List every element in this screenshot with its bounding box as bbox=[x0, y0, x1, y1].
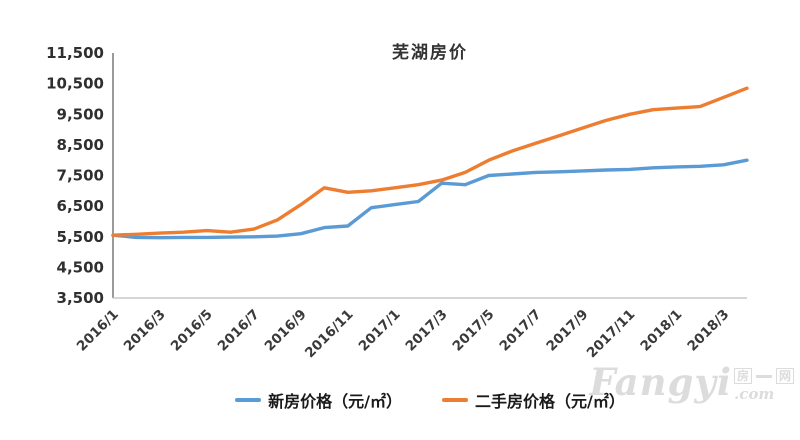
y-tick-label: 3,500 bbox=[57, 289, 104, 307]
x-tick-label: 2016/3 bbox=[121, 307, 169, 355]
y-tick-label: 9,500 bbox=[57, 105, 104, 123]
watermark-char-fang: 房 bbox=[733, 368, 752, 384]
watermark-com-text: .com bbox=[733, 385, 775, 403]
watermark-char-wang: 网 bbox=[775, 368, 794, 384]
y-tick-label: 7,500 bbox=[57, 167, 104, 185]
watermark-stack: 房 网 .com bbox=[733, 368, 794, 403]
y-tick-label: 6,500 bbox=[57, 197, 104, 215]
legend-swatch-second-hand-icon bbox=[442, 398, 468, 402]
x-tick-label: 2016/9 bbox=[262, 307, 310, 355]
x-tick-label: 2017/1 bbox=[356, 307, 404, 355]
watermark-dash-icon bbox=[755, 374, 772, 378]
legend-label-second-hand: 二手房价格（元/㎡） bbox=[475, 392, 625, 411]
y-tick-label: 10,500 bbox=[46, 75, 104, 93]
legend-swatch-new-house-icon bbox=[235, 398, 262, 402]
chart-title: 芜湖房价 bbox=[392, 43, 468, 63]
legend-label-new-house: 新房价格（元/㎡） bbox=[268, 392, 402, 411]
x-tick-label: 2016/11 bbox=[302, 307, 357, 362]
y-tick-label: 4,500 bbox=[57, 258, 104, 276]
x-tick-label: 2017/9 bbox=[543, 307, 591, 355]
x-tick-label: 2018/3 bbox=[684, 307, 732, 355]
legend-item-new-house: 新房价格（元/㎡） bbox=[235, 388, 402, 412]
x-tick-label: 2016/5 bbox=[168, 307, 216, 355]
watermark-main-text: Fangyi bbox=[589, 360, 732, 404]
y-tick-label: 11,500 bbox=[46, 44, 104, 62]
x-tick-label: 2018/1 bbox=[637, 307, 685, 355]
legend: 新房价格（元/㎡） 二手房价格（元/㎡） bbox=[113, 388, 747, 412]
x-tick-label: 2017/11 bbox=[584, 307, 639, 362]
legend-item-second-hand: 二手房价格（元/㎡） bbox=[442, 388, 625, 412]
x-tick-label: 2017/5 bbox=[450, 307, 498, 355]
y-tick-label: 8,500 bbox=[57, 136, 104, 154]
series-line-new-house bbox=[111, 158, 749, 240]
watermark-logo: Fangyi 房 网 .com bbox=[589, 364, 794, 402]
x-tick-label: 2017/7 bbox=[496, 307, 544, 355]
x-tick-label: 2016/1 bbox=[74, 307, 122, 355]
y-tick-label: 5,500 bbox=[57, 228, 104, 246]
series-line-second-hand bbox=[111, 86, 749, 237]
x-tick-label: 2017/3 bbox=[403, 307, 451, 355]
x-tick-label: 2016/7 bbox=[215, 307, 263, 355]
